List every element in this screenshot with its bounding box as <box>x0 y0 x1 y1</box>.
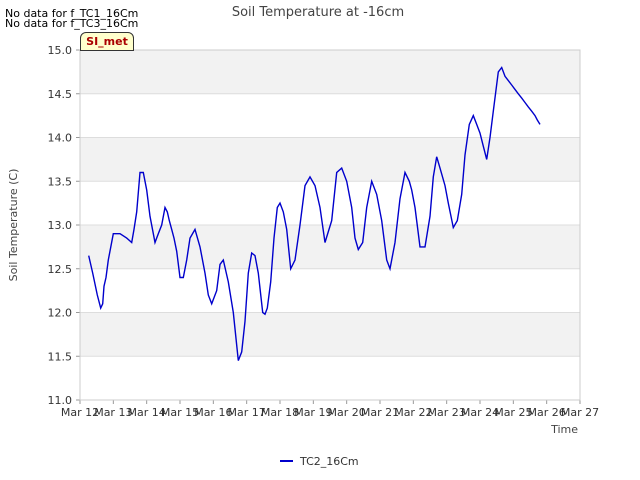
x-tick-label: Mar 26 <box>528 406 566 419</box>
y-tick-label: 12.5 <box>48 263 73 276</box>
shaded-band <box>80 137 580 182</box>
y-tick-labels: 11.0 11.5 12.0 12.5 13.0 13.5 14.0 14.5 15.0 <box>48 44 73 407</box>
y-tick-label: 14.5 <box>48 88 73 101</box>
x-gridlines <box>79 400 581 404</box>
band <box>80 268 580 313</box>
y-tick-label: 11.5 <box>48 350 73 363</box>
shaded-band <box>80 50 580 94</box>
x-tick-label: Mar 20 <box>328 406 366 419</box>
chart-title: Soil Temperature at -16cm <box>232 5 404 20</box>
x-tick-label: Mar 24 <box>461 406 499 419</box>
y-tick-label: 13.5 <box>48 175 73 188</box>
y-tick-label: 11.0 <box>48 394 73 407</box>
x-tick-label: Mar 19 <box>294 406 332 419</box>
band <box>80 356 580 400</box>
shaded-band <box>80 312 580 357</box>
x-tick-label: Mar 23 <box>428 406 466 419</box>
x-tick-label: Mar 15 <box>161 406 199 419</box>
x-tick-label: Mar 25 <box>494 406 532 419</box>
background-bands <box>80 50 580 400</box>
x-tick-label: Mar 27 <box>561 406 599 419</box>
plot-frame <box>79 49 581 401</box>
series-line-tc2-16cm <box>88 66 541 361</box>
site-badge: SI_met <box>80 32 134 51</box>
band <box>80 93 580 138</box>
x-tick-label: Mar 13 <box>94 406 132 419</box>
legend: TC2_16Cm <box>280 455 359 468</box>
y-tick-label: 12.0 <box>48 307 73 320</box>
x-tick-label: Mar 18 <box>261 406 299 419</box>
x-tick-label: Mar 21 <box>361 406 399 419</box>
y-tick-label: 14.0 <box>48 132 73 145</box>
x-tick-label: Mar 22 <box>394 406 432 419</box>
shaded-band <box>80 225 580 269</box>
y-tick-label: 15.0 <box>48 44 73 57</box>
y-tick-label: 13.0 <box>48 219 73 232</box>
x-tick-label: Mar 16 <box>194 406 232 419</box>
no-data-notice-tc1: No data for f_TC1_16Cm <box>5 7 139 20</box>
x-tick-label: Mar 14 <box>128 406 166 419</box>
legend-label: TC2_16Cm <box>299 455 359 468</box>
x-axis-label: Time <box>550 423 578 436</box>
no-data-notice-tc3: No data for f_TC3_16Cm <box>5 17 139 30</box>
y-axis-label: Soil Temperature (C) <box>7 169 20 282</box>
x-tick-label: Mar 17 <box>228 406 266 419</box>
x-tick-label: Mar 12 <box>61 406 99 419</box>
band <box>80 181 580 225</box>
